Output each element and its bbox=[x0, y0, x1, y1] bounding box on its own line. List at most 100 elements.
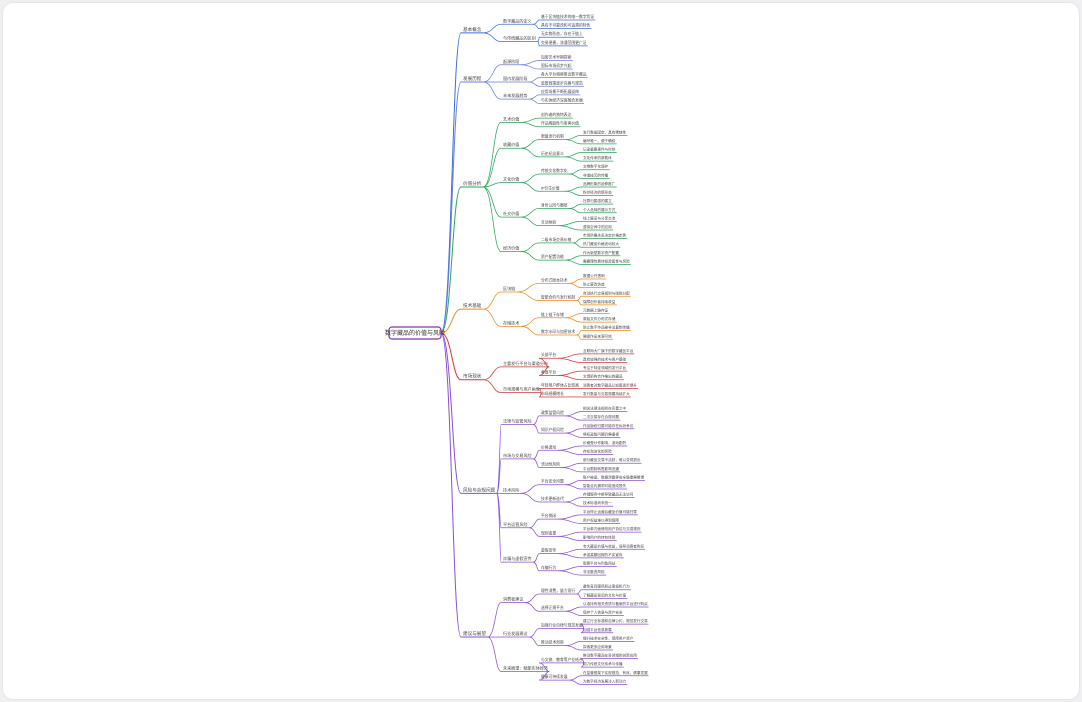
branch-6-1-2-1[interactable]: 作品版权归属可能存在纠纷争议 bbox=[583, 423, 634, 428]
branch-4-1-2-2[interactable]: 保障创作者持续收益 bbox=[583, 299, 616, 304]
branch-6-5-1-2[interactable]: 承诺高额回报的不实宣传 bbox=[583, 552, 623, 557]
branch-6-5[interactable]: 诈骗与虚假宣传 bbox=[503, 555, 532, 561]
branch-4-2-2-2[interactable]: 确保作品来源可信 bbox=[583, 333, 612, 338]
branch-6-4-1-1[interactable]: 平台停止运营后藏品价值可能归零 bbox=[583, 509, 637, 514]
branch-5-1-2-2[interactable]: 文博机构合作推出的藏品 bbox=[583, 374, 623, 379]
branch-3-2-1[interactable]: 限量发行机制 bbox=[541, 134, 564, 139]
branch-6-5-2[interactable]: 诈骗行为 bbox=[541, 565, 556, 570]
branch-6-2-1-2[interactable]: 存在泡沫化的风险 bbox=[583, 449, 612, 454]
branch-3-4-1[interactable]: 身份认同与圈层 bbox=[541, 202, 568, 207]
branch-4-1[interactable]: 区块链 bbox=[503, 285, 515, 291]
branch-3-2-2-1[interactable]: 记录重要事件与时刻 bbox=[583, 147, 616, 152]
branch-5-1-2-1[interactable]: 专注于特定领域的发行平台 bbox=[583, 365, 627, 370]
branch-6-1[interactable]: 法律与监管风险 bbox=[503, 417, 532, 423]
branch-3-2-2[interactable]: 历史纪念意义 bbox=[541, 151, 564, 156]
branch-6-1-1[interactable]: 政策监管风险 bbox=[541, 410, 564, 415]
branch-3-1-2[interactable]: 作品稀缺性与审美价值 bbox=[541, 121, 579, 126]
branch-3-1[interactable]: 艺术价值 bbox=[503, 115, 519, 121]
branch-6-5-2-1[interactable]: 假冒平台与钓鱼网站 bbox=[583, 560, 616, 565]
branch-3-4-2-1[interactable]: 线上展览与分享交流 bbox=[583, 215, 616, 220]
branch-4-1-1-1[interactable]: 数据公开透明 bbox=[583, 273, 605, 278]
branch-3-5-1-1[interactable]: 市场供需关系决定价格走势 bbox=[583, 233, 627, 238]
branch-3-5-2[interactable]: 资产配置功能 bbox=[541, 254, 564, 259]
branch-7-3-1[interactable]: 与文旅、教育等产业结合 bbox=[541, 657, 583, 662]
branch-6-4-2-1[interactable]: 平台单方面修改用户协议与交易规则 bbox=[583, 526, 641, 531]
branch-7-2-2-2[interactable]: 探索更多应用场景 bbox=[583, 644, 612, 649]
branch-6-3[interactable]: 技术风险 bbox=[503, 486, 519, 492]
branch-3-3-2[interactable]: IP衍生价值 bbox=[541, 185, 560, 190]
branch-6-3-1-2[interactable]: 智能合约漏洞可能造成损失 bbox=[583, 483, 627, 488]
branch-6-4-2-2[interactable]: 影响用户的持有体验 bbox=[583, 535, 616, 540]
branch-7-1-2-1[interactable]: 认准持有相关资质与备案的平台进行购买 bbox=[583, 601, 648, 606]
branch-3-4-2-2[interactable]: 虚拟空间中的应用 bbox=[583, 224, 612, 229]
branch-6-1-2[interactable]: 知识产权风险 bbox=[541, 427, 564, 432]
branch-3-3-1-1[interactable]: 文物数字化保护 bbox=[583, 164, 609, 169]
branch-3-5-2-1[interactable]: 作为新型数字资产配置 bbox=[583, 250, 619, 255]
branch-5-1-2[interactable]: 垂直平台 bbox=[541, 369, 556, 374]
branch-4-2[interactable]: 存储技术 bbox=[503, 319, 519, 325]
branch-6-5-1[interactable]: 虚假宣传 bbox=[541, 548, 556, 553]
branch-5-2-1[interactable]: 年轻用户群体占比较高 bbox=[541, 382, 579, 387]
branch-1[interactable]: 基本概念 bbox=[463, 26, 482, 33]
branch-5-1[interactable]: 主要发行平台与渠道分布 bbox=[503, 360, 548, 366]
branch-1-1-2[interactable]: 具有不可篡改和可追溯的特性 bbox=[541, 23, 591, 28]
branch-1-1-1[interactable]: 基于区块链技术的唯一数字凭证 bbox=[541, 14, 594, 19]
branch-4-2-1-1[interactable]: 元数据上链存证 bbox=[583, 307, 609, 312]
branch-6-4-2[interactable]: 规则变更 bbox=[541, 530, 556, 535]
branch-6-4-1[interactable]: 平台倒闭 bbox=[541, 513, 556, 518]
mindmap-canvas[interactable]: 基本概念 数字藏品的定义 基于区块链技术的唯一数字凭证 具有不可篡改和可追溯的特性与传… bbox=[3, 3, 1079, 699]
branch-7-1-1[interactable]: 理性消费，量力而行 bbox=[541, 588, 575, 593]
branch-6-2[interactable]: 市场与交易风险 bbox=[503, 452, 532, 458]
branch-6-5-2-2[interactable]: 非法集资风险 bbox=[583, 569, 605, 574]
branch-4-2-2[interactable]: 数字水印与加密技术 bbox=[541, 329, 575, 334]
branch-3-2[interactable]: 收藏价值 bbox=[503, 141, 519, 147]
branch-6-4[interactable]: 平台运营风险 bbox=[503, 521, 528, 527]
branch-6[interactable]: 风险与合规问题 bbox=[463, 486, 496, 493]
branch-3[interactable]: 价值分析 bbox=[463, 180, 482, 187]
branch-2-2-1[interactable]: 各大平台相继推出数字藏品 bbox=[541, 72, 587, 77]
branch-7-2[interactable]: 行业发展建议 bbox=[503, 630, 528, 636]
branch-3-3-1[interactable]: 传统文化数字化 bbox=[541, 168, 568, 173]
branch-7-3-1-2[interactable]: 助力传统文化传承与传播 bbox=[583, 661, 623, 666]
branch-3-4-1-2[interactable]: 个人品味的展示方式 bbox=[583, 207, 616, 212]
branch-4[interactable]: 技术基础 bbox=[463, 302, 482, 309]
branch-2-1-1[interactable]: 加密艺术早期探索 bbox=[541, 54, 572, 59]
branch-5-1-1-2[interactable]: 具有较强的技术与用户基础 bbox=[583, 357, 627, 362]
branch-3-5[interactable]: 经济价值 bbox=[503, 245, 519, 251]
branch-7-3-2-2[interactable]: 为数字经济发展注入新动力 bbox=[583, 678, 627, 683]
branch-6-5-1-1[interactable]: 夸大藏品价值与收益，误导消费者购买 bbox=[583, 543, 644, 548]
branch-3-3-2-1[interactable]: 品牌形象的延伸推广 bbox=[583, 181, 616, 186]
branch-1-2[interactable]: 与传统藏品的区别 bbox=[503, 35, 536, 41]
branch-2-3[interactable]: 未来发展趋势 bbox=[503, 92, 528, 98]
branch-6-2-2-2[interactable]: 平台限制转售影响流通 bbox=[583, 466, 619, 471]
branch-7-1-1-2[interactable]: 了解藏品背后的文化与价值 bbox=[583, 592, 627, 597]
branch-6-2-1-1[interactable]: 价格受炒作影响，波动剧烈 bbox=[583, 440, 627, 445]
branch-6-3-1-1[interactable]: 账户被盗、数据泄露等安全隐患需警惕 bbox=[583, 474, 644, 479]
branch-2-3-2[interactable]: 与实体经济深度融合发展 bbox=[541, 97, 583, 102]
branch-5-2-2-1[interactable]: 发行数量与交易规模持续扩大 bbox=[583, 391, 630, 396]
branch-4-1-2-1[interactable]: 自动执行交易规则与版税分配 bbox=[583, 290, 630, 295]
branch-3-4-2[interactable]: 互动体验 bbox=[541, 220, 556, 225]
branch-3-5-1[interactable]: 二级市场交易价格 bbox=[541, 237, 572, 242]
branch-7-1-1-1[interactable]: 避免盲目跟风和过度投机行为 bbox=[583, 584, 630, 589]
branch-4-2-1[interactable]: 链上链下存储 bbox=[541, 312, 564, 317]
branch-7-3-2-1[interactable]: 在监管框架下实现规范、有序、健康发展 bbox=[583, 670, 648, 675]
branch-4-1-1-2[interactable]: 防止篡改伪造 bbox=[583, 282, 605, 287]
branch-6-3-1[interactable]: 平台安全问题 bbox=[541, 479, 564, 484]
branch-7-1[interactable]: 消费者建议 bbox=[503, 596, 523, 602]
branch-1-1[interactable]: 数字藏品的定义 bbox=[503, 17, 532, 23]
branch-7-3[interactable]: 未来展望：赋能实体经济 bbox=[503, 664, 548, 670]
branch-1-2-1[interactable]: 无实物形态，存在于链上 bbox=[541, 31, 583, 36]
branch-5-1-1[interactable]: 头部平台 bbox=[541, 352, 556, 357]
mindmap-svg[interactable]: 基本概念 数字藏品的定义 基于区块链技术的唯一数字凭证具有不可篡改和可追溯的特性与传… bbox=[3, 3, 1079, 699]
branch-5[interactable]: 市场现状 bbox=[463, 373, 482, 380]
branch-7-2-2[interactable]: 推动技术创新 bbox=[541, 640, 564, 645]
branch-3-4[interactable]: 社交价值 bbox=[503, 210, 519, 216]
branch-4-1-1[interactable]: 分布式账本技术 bbox=[541, 277, 568, 282]
branch-7-3-2[interactable]: 健康可持续发展 bbox=[541, 674, 568, 679]
branch-3-3-1-2[interactable]: 非遗技艺的传播 bbox=[583, 172, 609, 177]
branch-6-3-2-1[interactable]: 存储服务中断导致藏品无法访问 bbox=[583, 492, 634, 497]
branch-6-4-1-2[interactable]: 用户权益难以得到保障 bbox=[583, 517, 619, 522]
branch-3-5-1-2[interactable]: 热门藏品价格波动较大 bbox=[583, 241, 619, 246]
branch-7-2-1-1[interactable]: 建立行业标准和自律公约，规范发行交易 bbox=[583, 618, 648, 623]
